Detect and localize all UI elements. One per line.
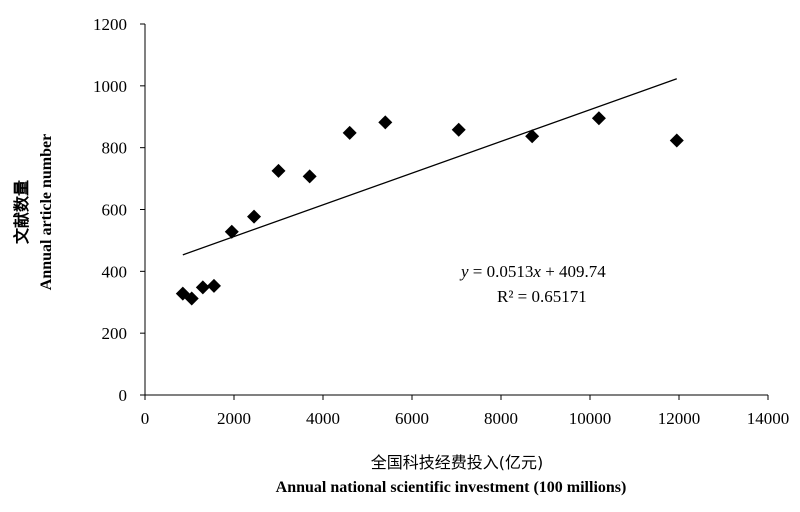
data-point xyxy=(224,224,239,239)
y-tick-label: 400 xyxy=(102,262,128,281)
x-tick-label: 6000 xyxy=(395,409,429,428)
x-tick-label: 12000 xyxy=(658,409,701,428)
data-point xyxy=(451,122,466,137)
data-point xyxy=(591,111,606,126)
data-points xyxy=(175,111,684,306)
trendline xyxy=(182,78,677,256)
x-axis-title-en: Annual national scientific investment (1… xyxy=(276,479,627,496)
x-tick-label: 10000 xyxy=(569,409,612,428)
data-point xyxy=(195,280,210,295)
data-point xyxy=(525,129,540,144)
y-tick-label: 0 xyxy=(119,386,128,405)
y-axis: 0 200 400 600 800 1000 1200 xyxy=(93,15,146,405)
data-point xyxy=(271,163,286,178)
y-axis-title-zh: 文献数量 xyxy=(12,180,31,244)
x-tick-label: 0 xyxy=(141,409,150,428)
r-squared-label: R² = 0.65171 xyxy=(497,287,587,306)
y-tick-label: 200 xyxy=(102,324,128,343)
y-tick-label: 1000 xyxy=(93,77,127,96)
x-tick-label: 4000 xyxy=(306,409,340,428)
trendline-equation: y = 0.0513x + 409.74 xyxy=(459,262,606,281)
x-axis: 0 2000 4000 6000 8000 10000 12000 14000 xyxy=(141,394,790,428)
data-point xyxy=(184,291,199,306)
data-point xyxy=(302,169,317,184)
data-point xyxy=(342,125,357,140)
y-axis-title-en: Annual article number xyxy=(38,134,55,290)
y-tick-label: 800 xyxy=(102,139,128,158)
x-tick-label: 8000 xyxy=(484,409,518,428)
data-point xyxy=(378,115,393,130)
data-point xyxy=(206,278,221,293)
y-tick-label: 1200 xyxy=(93,15,127,34)
data-point xyxy=(669,133,684,148)
x-tick-label: 14000 xyxy=(747,409,790,428)
x-tick-label: 2000 xyxy=(217,409,251,428)
x-axis-title-zh: 全国科技经费投入(亿元) xyxy=(371,453,544,472)
y-tick-label: 600 xyxy=(102,201,128,220)
data-point xyxy=(247,209,262,224)
